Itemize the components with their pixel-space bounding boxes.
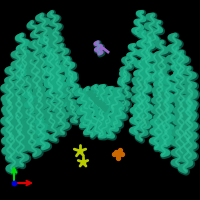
Point [120, 152, 124, 156]
Point [116, 150, 120, 154]
Point [112, 152, 116, 156]
Point [12, 181, 16, 185]
Point [114, 150, 118, 154]
Point [81, 160, 85, 164]
Point [116, 154, 120, 158]
Point [116, 156, 120, 160]
Point [118, 148, 122, 152]
Point [78, 149, 82, 153]
